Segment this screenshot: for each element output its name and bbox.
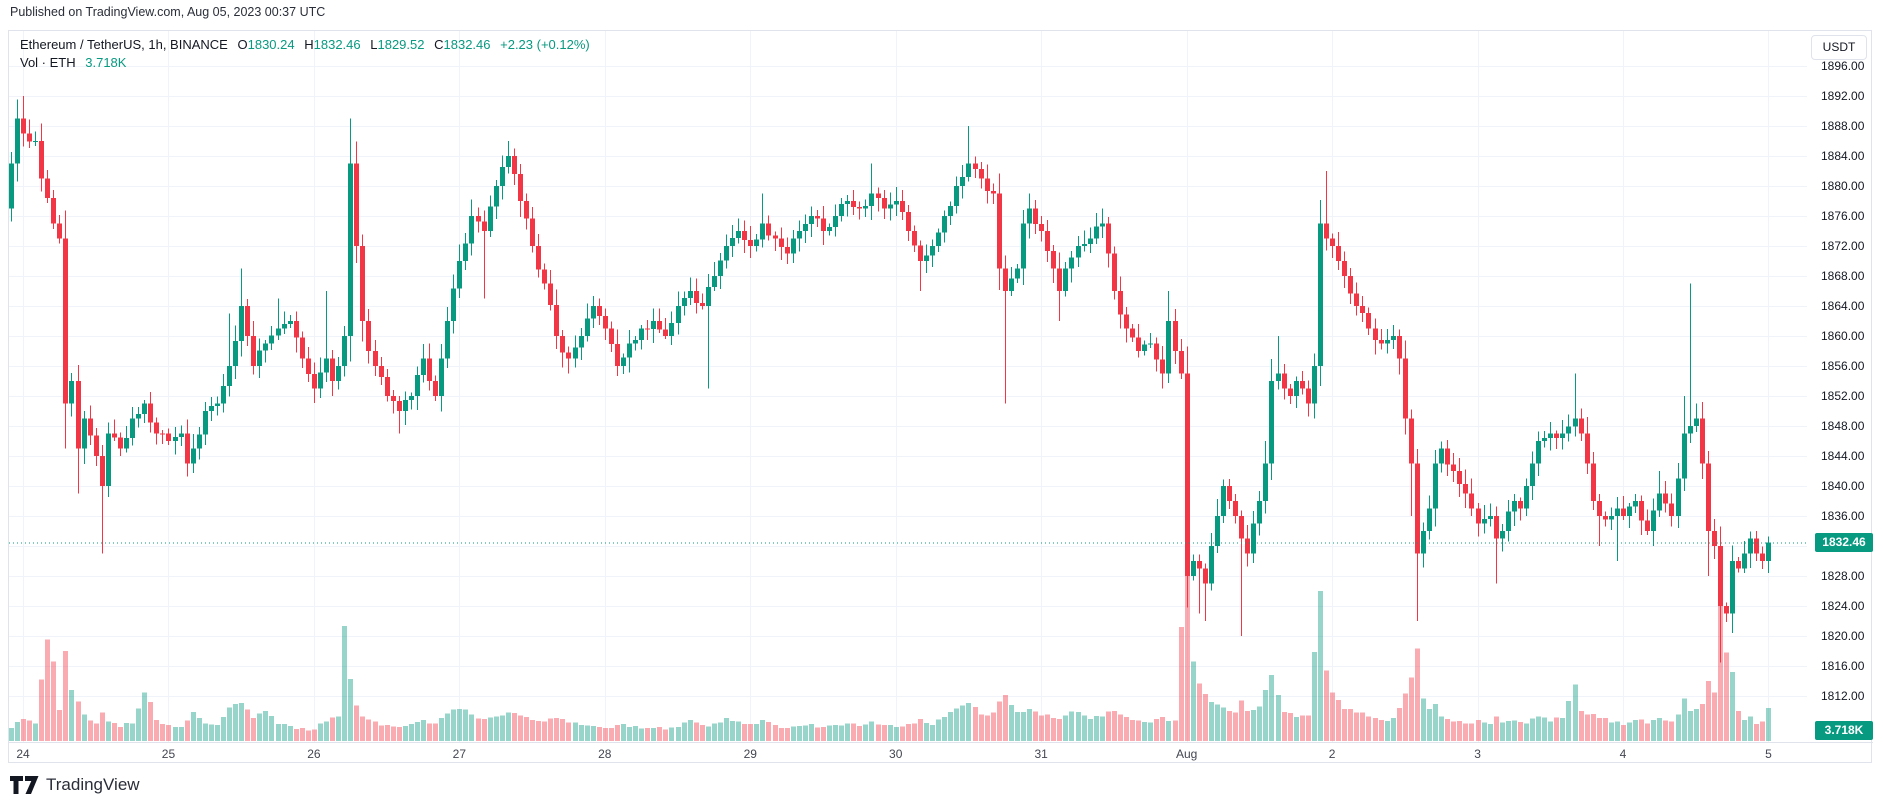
time-scale-label: 26 bbox=[307, 747, 321, 761]
price-scale-label: 1844.00 bbox=[1821, 449, 1865, 463]
tradingview-logo-icon bbox=[10, 776, 39, 794]
time-scale-label: 24 bbox=[16, 747, 30, 761]
ohlc-low-value: 1829.52 bbox=[377, 37, 425, 52]
legend-row-symbol: Ethereum / TetherUS, 1h, BINANCE O1830.2… bbox=[20, 36, 590, 53]
chart-plot-area[interactable] bbox=[9, 31, 1873, 764]
ohlc-close-value: 1832.46 bbox=[443, 37, 491, 52]
volume-value: 3.718K bbox=[85, 55, 127, 70]
time-scale-label: 28 bbox=[598, 747, 612, 761]
volume-badge: 3.718K bbox=[1815, 721, 1873, 740]
last-price-badge: 1832.46 bbox=[1815, 533, 1873, 553]
time-scale-label: 25 bbox=[161, 747, 176, 761]
price-scale-label: 1824.00 bbox=[1821, 599, 1865, 613]
footer: TradingView bbox=[10, 772, 140, 798]
currency-scale-button[interactable]: USDT bbox=[1811, 35, 1867, 60]
price-scale-label: 1840.00 bbox=[1821, 479, 1865, 493]
price-scale-label: 1896.00 bbox=[1821, 59, 1865, 73]
time-scale-label: 27 bbox=[452, 747, 467, 761]
chart-legend: Ethereum / TetherUS, 1h, BINANCE O1830.2… bbox=[20, 36, 590, 71]
symbol-title: Ethereum / TetherUS, 1h, BINANCE bbox=[20, 37, 228, 52]
price-scale-label: 1860.00 bbox=[1821, 329, 1865, 343]
ohlc-high-label: H bbox=[304, 37, 314, 52]
price-scale-label: 1884.00 bbox=[1821, 149, 1865, 163]
ohlc-high-value: 1832.46 bbox=[313, 37, 361, 52]
price-scale-label: 1876.00 bbox=[1821, 209, 1865, 223]
time-scale-label: 4 bbox=[1619, 747, 1627, 761]
time-scale-label: Aug bbox=[1175, 747, 1198, 761]
ohlc-open-label: O bbox=[237, 37, 248, 52]
volume-label: Vol · ETH bbox=[20, 55, 76, 70]
published-bar: Published on TradingView.com, Aug 05, 20… bbox=[10, 5, 326, 19]
price-scale-label: 1820.00 bbox=[1821, 629, 1865, 643]
price-scale-label: 1856.00 bbox=[1821, 359, 1865, 373]
price-scale-label: 1816.00 bbox=[1821, 659, 1865, 673]
ohlc-low-label: L bbox=[370, 37, 378, 52]
price-scale-label: 1852.00 bbox=[1821, 389, 1865, 403]
price-scale-label: 1848.00 bbox=[1821, 419, 1865, 433]
price-scale-label: 1872.00 bbox=[1821, 239, 1865, 253]
price-scale-label: 1868.00 bbox=[1821, 269, 1865, 283]
time-scale-label: 30 bbox=[889, 747, 903, 761]
time-scale-label: 29 bbox=[743, 747, 757, 761]
time-scale-label: 2 bbox=[1328, 747, 1336, 761]
legend-row-volume: Vol · ETH 3.718K bbox=[20, 54, 590, 71]
ohlc-open-value: 1830.24 bbox=[247, 37, 295, 52]
ohlc-close-label: C bbox=[434, 37, 444, 52]
time-scale-label: 5 bbox=[1765, 747, 1772, 761]
price-scale-label: 1880.00 bbox=[1821, 179, 1865, 193]
time-scale-label: 3 bbox=[1474, 747, 1481, 761]
chart-container: Ethereum / TetherUS, 1h, BINANCE O1830.2… bbox=[8, 30, 1873, 764]
time-scale-label: 31 bbox=[1034, 747, 1048, 761]
price-scale-label: 1836.00 bbox=[1821, 509, 1865, 523]
price-scale-label: 1888.00 bbox=[1821, 119, 1865, 133]
price-scale-label: 1828.00 bbox=[1821, 569, 1865, 583]
change-value: +2.23 (+0.12%) bbox=[500, 37, 590, 52]
price-scale-label: 1864.00 bbox=[1821, 299, 1865, 313]
price-scale-label: 1812.00 bbox=[1821, 689, 1865, 703]
price-scale-label: 1892.00 bbox=[1821, 89, 1865, 103]
tradingview-brand-link[interactable]: TradingView bbox=[46, 775, 140, 794]
